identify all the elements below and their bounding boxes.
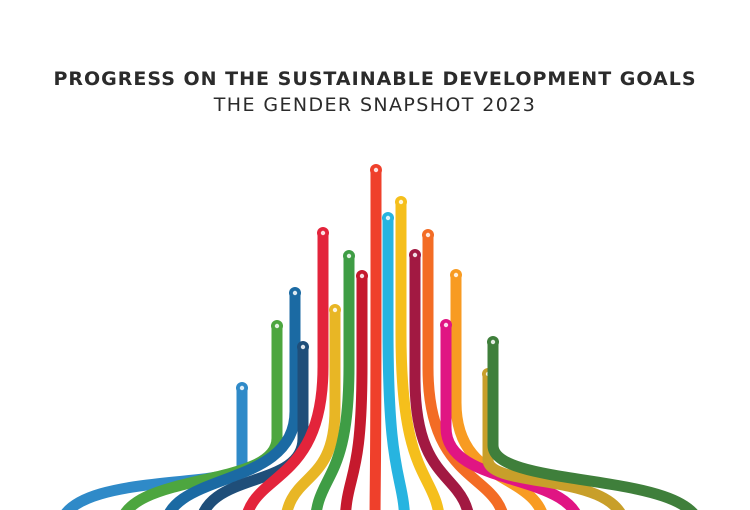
ribbon-cap-highlight: [320, 230, 326, 236]
sdg-ribbon: [382, 218, 410, 510]
ribbon-cap-highlight: [398, 199, 404, 205]
ribbon-cap-highlight: [490, 339, 496, 345]
ribbon-cap-highlight: [300, 344, 306, 350]
sdg-ribbon: [369, 170, 382, 510]
sdg-ribbon: [482, 374, 625, 510]
title-block: PROGRESS ON THE SUSTAINABLE DEVELOPMENT …: [0, 66, 750, 118]
ribbon-cap-highlight: [332, 307, 338, 313]
ribbon-cap-highlight: [274, 323, 280, 329]
ribbon-cap-highlight: [453, 272, 459, 278]
sdg-ribbon: [487, 342, 698, 510]
sdg-ribbon: [281, 310, 341, 510]
ribbon-cap-highlight: [412, 252, 418, 258]
sdg-ribbon: [164, 293, 301, 510]
ribbon-cap-highlight: [385, 215, 391, 221]
page-title: PROGRESS ON THE SUSTAINABLE DEVELOPMENT …: [53, 68, 697, 90]
ribbon-cap-highlight: [359, 273, 365, 279]
ribbon-cap-highlight: [425, 232, 431, 238]
ribbon-cap-highlight: [443, 322, 449, 328]
ribbon-cap-highlight: [239, 385, 245, 391]
sdg-ribbon: [422, 235, 508, 510]
sdg-ribbon: [243, 233, 329, 510]
ribbon-cap-highlight: [346, 253, 352, 259]
page-subtitle: THE GENDER SNAPSHOT 2023: [213, 94, 537, 116]
ribbon-cap-highlight: [373, 167, 379, 173]
ribbon-cap-highlight: [292, 290, 298, 296]
sdg-ribbon: [395, 202, 444, 510]
